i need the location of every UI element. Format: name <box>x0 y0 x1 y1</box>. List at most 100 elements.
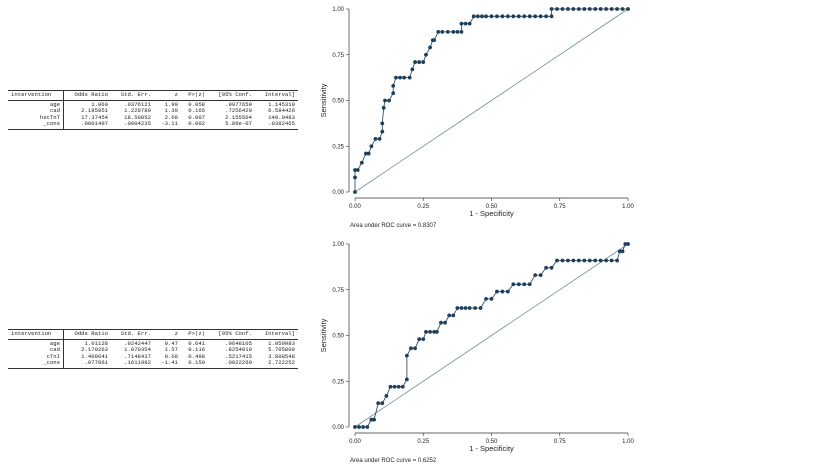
table-cell: 2.68 <box>164 113 179 121</box>
roc-point <box>471 14 476 19</box>
table-cell: 0.498 <box>188 352 206 360</box>
roc-point <box>576 7 581 11</box>
table-row: cad 2.170263 1.070354 1.57 0.116 .8254819 5.70… <box>8 347 298 354</box>
roc-point <box>560 7 565 11</box>
table-header-cell: Std. Err. <box>111 90 154 101</box>
row-variable-name: cad <box>8 347 64 354</box>
table-cell: .8254819 <box>225 346 252 354</box>
table-cell: .9648105 <box>225 339 252 347</box>
table-cell: 3.808548 <box>268 352 295 360</box>
roc-point <box>391 91 396 96</box>
table-cell: 2.170263 <box>81 346 109 354</box>
table-header-cell: Std. Err. <box>111 329 154 340</box>
y-tick-label: 0.75 <box>332 53 344 59</box>
roc-point <box>475 14 480 19</box>
table-cell: .0376121 <box>124 100 151 108</box>
reference-line <box>354 8 629 193</box>
table-cell: 140.0483 <box>268 113 295 121</box>
row-variable-name: hscTnT <box>8 114 64 122</box>
roc-point <box>626 7 630 11</box>
roc-point <box>489 14 494 19</box>
roc-point <box>364 151 368 156</box>
table-cell: .0022269 <box>208 360 255 369</box>
table-cell: 2.185851 <box>81 107 109 115</box>
table-cell: 1.145319 <box>268 100 295 108</box>
roc-point <box>495 14 499 19</box>
regression-table-2: intervention Odds Ratio Std. Err. z P>|z| [95… <box>8 329 298 369</box>
roc-point <box>445 29 450 34</box>
roc-point <box>571 7 576 11</box>
table-header-cell: intervention <box>8 90 64 101</box>
table-cell: 1.229789 <box>124 107 151 115</box>
table-row: _cons .0001497.0004235 -3.11 0.002 5.86e-07.… <box>8 121 298 130</box>
table-header-cell: [95% Conf. <box>208 329 255 340</box>
roc-point <box>436 29 441 34</box>
table-header-row: intervention Odds Ratio Std. Err. z P>|z| [95… <box>8 90 298 101</box>
table-header-cell: Interval] <box>254 90 298 101</box>
roc-point <box>516 14 521 19</box>
roc-point <box>544 14 548 19</box>
table-cell: 2.155504 <box>225 113 252 121</box>
y-tick-label: 0.50 <box>332 99 344 105</box>
roc-point <box>353 190 357 194</box>
table-header-cell: [95% Conf. <box>208 90 255 101</box>
roc-point <box>582 7 587 11</box>
y-tick-label: 0.25 <box>332 144 344 150</box>
roc-point <box>373 137 378 141</box>
table-row: age 1.069 .0376121 1.90 0.058 .9977659 1.14531… <box>8 100 298 109</box>
table-cell: .0001497 <box>63 121 112 130</box>
roc-point <box>391 83 396 88</box>
table-cell: 0.116 <box>188 346 206 354</box>
row-variable-name: cTnI <box>8 353 64 361</box>
roc-point <box>587 7 592 11</box>
table-cell: 5.86e-07 <box>208 121 255 130</box>
table-cell: 0.002 <box>181 121 209 130</box>
table-header-cell: Odds Ratio <box>63 90 112 101</box>
row-variable-name: age <box>8 100 64 109</box>
x-tick-label: 0.50 <box>486 204 498 210</box>
roc-point <box>387 98 392 103</box>
roc-point <box>527 14 532 19</box>
x-tick-label: 0.75 <box>554 204 566 210</box>
table-cell: 1.90 <box>164 100 179 108</box>
roc-point <box>598 7 603 11</box>
roc-point <box>369 144 374 149</box>
roc-point <box>467 21 472 26</box>
table-header-cell: z <box>153 90 182 101</box>
table-cell: 1.069 <box>91 100 109 108</box>
regression-table-1: intervention Odds Ratio Std. Err. z P>|z| [95… <box>8 90 298 130</box>
roc-point <box>353 168 357 172</box>
roc-point <box>463 21 468 26</box>
table-cell: .5217415 <box>225 352 252 360</box>
roc-point <box>451 29 456 34</box>
table-cell: 2.722252 <box>254 360 298 369</box>
table-header-row: intervention Odds Ratio Std. Err. z P>|z| [95… <box>8 329 298 340</box>
table-cell: 1.070354 <box>124 346 151 354</box>
roc-point <box>500 14 505 19</box>
roc-point <box>355 168 360 172</box>
roc-point <box>398 75 402 80</box>
roc-point <box>428 45 432 50</box>
table-cell: 1.01128 <box>84 339 109 347</box>
roc-point <box>609 7 614 11</box>
roc-point <box>566 7 570 11</box>
roc-point <box>484 14 488 19</box>
roc-point <box>455 29 460 34</box>
table-cell: .0004235 <box>111 121 154 130</box>
row-variable-name: age <box>8 339 64 348</box>
y-tick-label: 1.00 <box>332 7 344 13</box>
y-axis-label: Sensitivity <box>319 83 328 117</box>
x-tick-label: 0.25 <box>417 204 429 210</box>
roc-point <box>380 129 385 134</box>
roc-point <box>533 14 538 19</box>
table-cell: 0.47 <box>164 339 179 347</box>
roc-point <box>407 75 412 80</box>
roc-point <box>480 14 484 19</box>
x-axis-label: 1 - Specificity <box>469 209 514 218</box>
roc-point <box>549 7 554 11</box>
table-header-cell: P>|z| <box>181 90 209 101</box>
roc-point <box>604 7 609 11</box>
roc-point <box>359 160 364 165</box>
table-cell: .7148437 <box>124 352 151 360</box>
table-row: hscTnT 17.37454 18.50052 2.68 0.007 2.155504 1… <box>8 113 298 122</box>
